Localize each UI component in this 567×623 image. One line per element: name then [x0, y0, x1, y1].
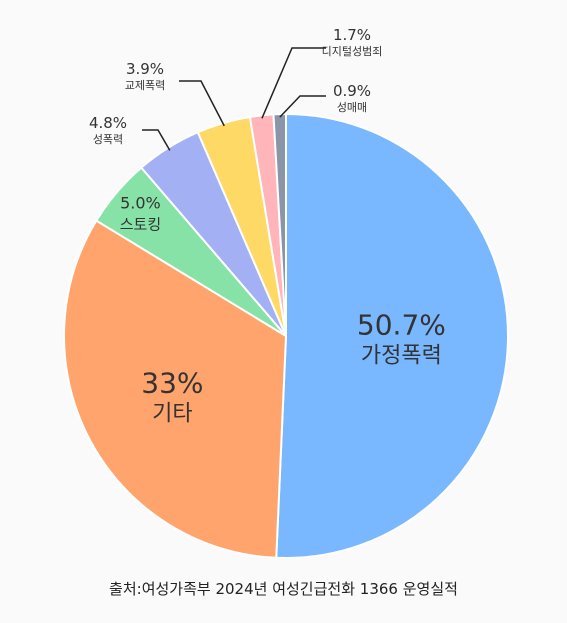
pie-chart: 50.7%가정폭력 33%기타 5.0% 스토킹 4.8%성폭력 3.9%교제폭력 1.7%… — [63, 26, 510, 559]
slice-category-label: 가정폭력 — [361, 344, 442, 369]
slice-value-label: 4.8% — [89, 114, 127, 132]
pie-slice-7 — [272, 112, 287, 337]
leader-line — [261, 47, 326, 119]
slice-value-label: 1.7% — [333, 26, 371, 44]
slice-value-label: 5.0% — [120, 193, 161, 212]
slice-category-label: 디지털성범죄 — [322, 45, 383, 58]
pie-slice-1 — [275, 112, 510, 559]
slice-category-label: 교제폭력 — [125, 79, 165, 92]
pie-slice-2 — [63, 219, 288, 559]
leader-line — [179, 80, 225, 127]
slice-value-label: 0.9% — [333, 82, 371, 100]
leader-line — [142, 129, 171, 151]
leader-line — [279, 95, 326, 118]
source-note: 출처:여성가족부 2024년 여성긴급전화 1366 운영실적 — [109, 580, 458, 598]
slice-category-label: 기타 — [152, 402, 192, 427]
slice-value-label: 3.9% — [126, 60, 164, 78]
slice-category-label: 성매매 — [337, 101, 367, 114]
slice-category-label: 성폭력 — [93, 133, 123, 146]
slice-value-label: 50.7% — [357, 309, 446, 342]
slice-value-label: 33% — [141, 367, 203, 400]
slice-category-label: 스토킹 — [120, 215, 161, 233]
